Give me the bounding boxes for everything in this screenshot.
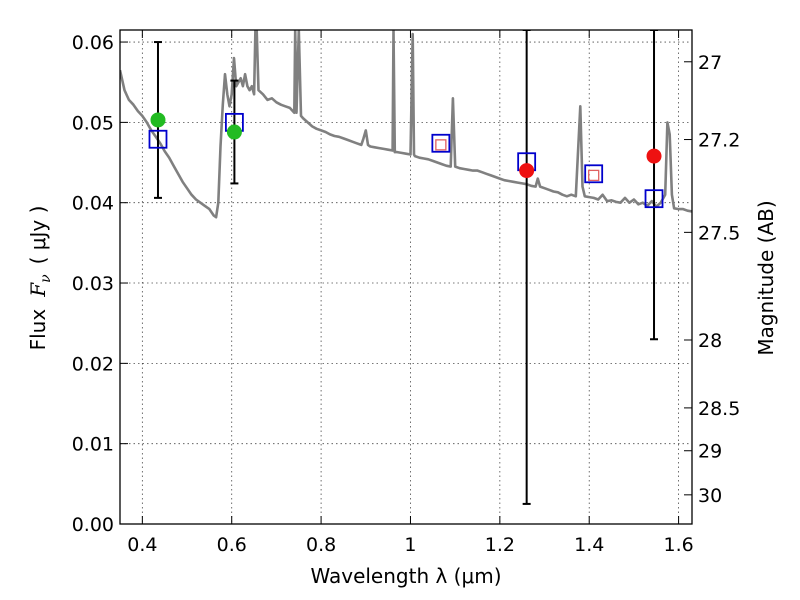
y-tick-label: 0.02 (72, 353, 114, 375)
right-tick-label: 30 (698, 485, 722, 507)
y-axis-label-right: Magnitude (AB) (754, 200, 778, 355)
points-layer (148, 112, 664, 209)
x-axis-label: Wavelength λ (μm) (310, 564, 501, 588)
y-axis-label-subscript: ν (38, 274, 54, 283)
x-tick-label: 1.6 (663, 534, 693, 556)
model-photometry-small-square (588, 169, 600, 182)
x-tick-label: 1.4 (574, 534, 604, 556)
grid-layer (120, 30, 692, 525)
model-photometry-small-square (435, 139, 447, 151)
model-photometry-square (148, 129, 168, 149)
x-tick-label: 1 (404, 534, 416, 556)
y-tick-label: 0.00 (72, 514, 114, 536)
y-tick-label: 0.05 (72, 112, 114, 134)
y-tick-label: 0.06 (72, 32, 114, 54)
tick-labels: 0.4 0.6 0.8 1 1.2 1.4 1.6 0.00 0.01 0.02 0.03 0.04 0… (72, 32, 741, 556)
right-tick-label: 28 (698, 330, 722, 352)
y-axis-label-symbol: F (26, 282, 50, 298)
right-tick-label: 27.2 (698, 130, 740, 152)
y-tick-label: 0.03 (72, 273, 114, 295)
x-tick-label: 0.8 (306, 534, 336, 556)
observed-point-green (150, 112, 166, 128)
right-tick-label: 28.5 (698, 398, 740, 420)
right-tick-label: 29 (698, 441, 722, 463)
observed-point-red (519, 163, 535, 179)
observed-point-red (646, 148, 662, 164)
x-tick-label: 0.4 (127, 534, 157, 556)
y-axis-label-left: Flux Fν ( μJy ) (26, 206, 54, 351)
model-photometry-square (644, 189, 664, 209)
x-tick-label: 0.6 (217, 534, 247, 556)
model-photometry-square (431, 133, 451, 153)
right-tick-label: 27.5 (698, 222, 740, 244)
y-axis-label-units: ( μJy ) (26, 206, 50, 265)
axes-layer (119, 29, 693, 525)
spectrum-layer (120, 30, 692, 219)
model-spectrum-line (120, 30, 692, 219)
plot-frame (119, 29, 693, 525)
x-tick-label: 1.2 (485, 534, 515, 556)
y-tick-label: 0.04 (72, 193, 114, 215)
y-axis-label-prefix: Flux (26, 309, 50, 351)
observed-point-green (226, 124, 242, 140)
y-tick-label: 0.01 (72, 434, 114, 456)
model-photometry-square (584, 164, 604, 184)
right-tick-label: 27 (698, 52, 722, 74)
